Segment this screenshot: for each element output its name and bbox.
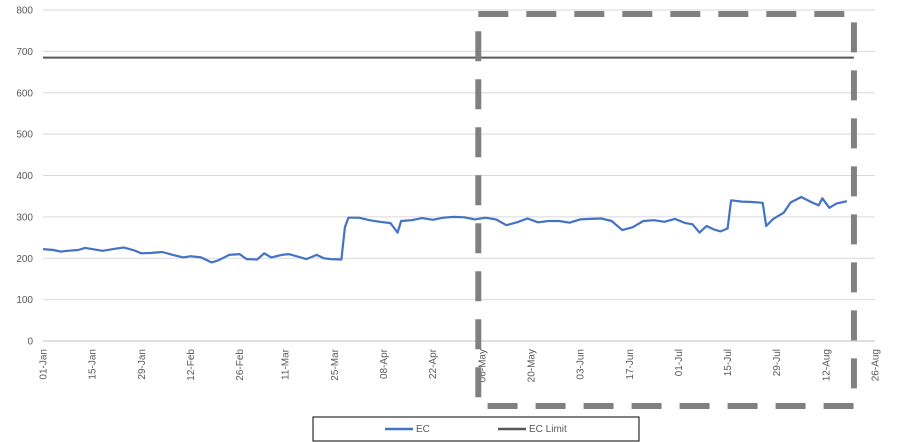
highlight-box [478,14,854,406]
y-tick-label: 500 [16,130,33,141]
series-group [43,58,854,263]
y-tick-label: 600 [16,88,33,99]
x-tick-label: 01-Jul [674,349,685,376]
y-tick-label: 800 [16,6,33,17]
legend-label-ec-limit: EC Limit [529,424,567,435]
series-line-ec [43,197,847,262]
x-tick-label: 01-Jan [39,349,50,380]
x-tick-label: 29-Jul [772,349,783,376]
x-tick-label: 15-Jul [723,349,734,376]
x-axis-ticks: 01-Jan 15-Jan 29-Jan 12-Feb 26-Feb 11-Mar 25-M… [39,348,882,382]
legend: EC EC Limit [313,417,639,441]
x-tick-label: 26-Feb [235,349,246,381]
y-tick-label: 100 [16,295,33,306]
x-tick-label: 11-Mar [281,348,292,380]
x-tick-label: 03-Jun [576,349,587,380]
legend-frame [313,417,639,441]
x-tick-label: 08-Apr [379,348,390,379]
x-tick-label: 12-Aug [821,349,832,381]
x-tick-label: 20-May [526,349,537,382]
legend-label-ec: EC [416,424,430,435]
x-tick-label: 15-Jan [88,349,99,380]
y-gridlines [43,10,875,300]
highlight-dashed-rect [478,14,854,406]
x-tick-label: 12-Feb [186,349,197,381]
y-tick-label: 300 [16,212,33,223]
x-tick-label: 26-Aug [871,349,882,381]
y-tick-label: 700 [16,47,33,58]
x-tick-label: 17-Jun [625,349,636,380]
x-tick-label: 22-Apr [428,348,439,379]
x-tick-label: 29-Jan [137,349,148,380]
x-tick-label: 25-Mar [330,348,341,380]
y-tick-label: 200 [16,254,33,265]
y-tick-label: 400 [16,171,33,182]
y-tick-label: 0 [27,337,33,348]
y-axis-ticks: 0 100 200 300 400 500 600 700 800 [16,6,33,348]
